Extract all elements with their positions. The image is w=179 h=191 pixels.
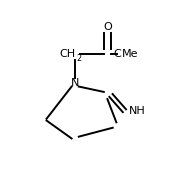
Text: 2: 2 xyxy=(76,54,81,63)
Text: Me: Me xyxy=(122,49,138,59)
Text: C: C xyxy=(113,49,121,59)
Text: NH: NH xyxy=(129,106,146,116)
Text: O: O xyxy=(103,23,112,32)
Text: CH: CH xyxy=(59,49,75,59)
Text: N: N xyxy=(71,78,79,88)
